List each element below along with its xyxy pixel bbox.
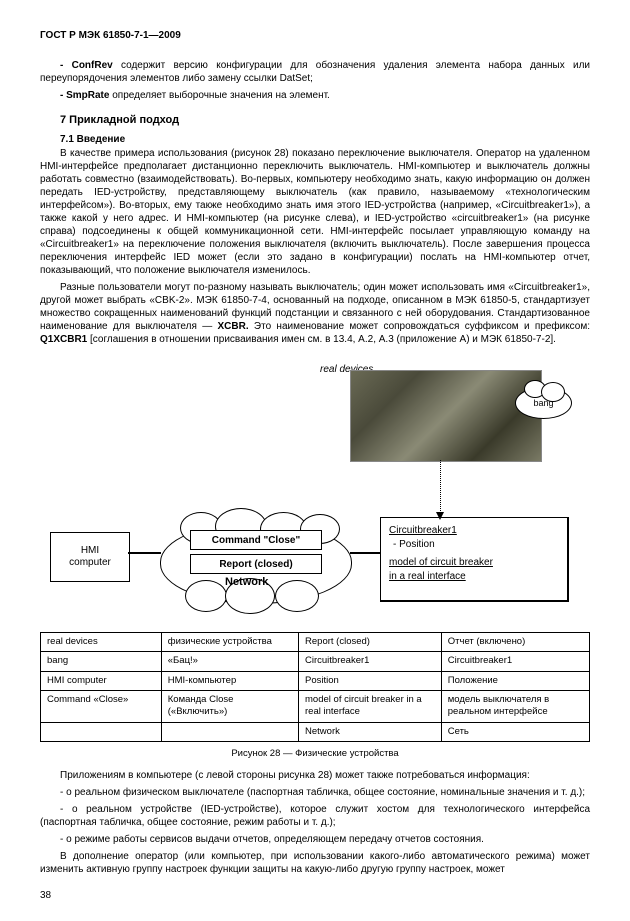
cell: bang (41, 652, 162, 671)
cell: физические устройства (161, 633, 298, 652)
section-7-1-title: 7.1 Введение (60, 134, 590, 145)
report-closed-box: Report (closed) (190, 554, 322, 574)
cell: Report (closed) (299, 633, 442, 652)
cell: «Бац!» (161, 652, 298, 671)
bang-text: bang (533, 398, 553, 408)
table-row: Command «Close» Команда Close («Включить… (41, 691, 590, 723)
after-para-4: - о режиме работы сервисов выдачи отчето… (40, 833, 590, 846)
hmi-text: HMI computer (69, 545, 111, 569)
document-header: ГОСТ Р МЭК 61850-7-1—2009 (40, 30, 590, 41)
cell: Command «Close» (41, 691, 162, 723)
cell: Circuitbreaker1 (299, 652, 442, 671)
line-cloud-model (350, 552, 380, 554)
q1xcbr1-bold: Q1XCBR1 (40, 334, 87, 345)
line-hmi-cloud (128, 552, 161, 554)
cell: model of circuit breaker in a real inter… (299, 691, 442, 723)
cb-model-line2: in a real interface (389, 570, 559, 584)
para2c: [соглашения в отношении присваивания име… (87, 334, 556, 345)
network-cloud: Command "Close" Report (closed) Network (160, 522, 350, 602)
bullet-confrev: - ConfRev содержит версию конфигурации д… (40, 59, 590, 85)
bang-cloud: bang (515, 387, 572, 419)
figure-caption: Рисунок 28 — Физические устройства (40, 748, 590, 759)
dotted-arrow-1 (440, 460, 442, 515)
substation-photo (350, 370, 542, 462)
after-para-1: Приложениям в компьютере (с левой сторон… (40, 769, 590, 782)
cell: real devices (41, 633, 162, 652)
xcbr-bold: XCBR. (218, 321, 249, 332)
paragraph-1: В качестве примера использования (рисуно… (40, 147, 590, 277)
bullet-smprate: - SmpRate определяет выборочные значения… (40, 89, 590, 102)
cell: Положение (441, 671, 589, 690)
table-row: HMI computer HMI-компьютер Position Поло… (41, 671, 590, 690)
cell: Сеть (441, 722, 589, 741)
hmi-computer-box: HMI computer (50, 532, 130, 582)
cell: Команда Close («Включить») (161, 691, 298, 723)
para2b: Это наименование может сопровождаться су… (249, 321, 590, 332)
smprate-text: определяет выборочные значения на элемен… (109, 90, 329, 101)
cb-model-line1: model of circuit breaker (389, 556, 559, 570)
table-row: bang «Бац!» Circuitbreaker1 Circuitbreak… (41, 652, 590, 671)
after-para-5: В дополнение оператор (или компьютер, пр… (40, 850, 590, 876)
smprate-label: - SmpRate (60, 90, 109, 101)
confrev-label: - ConfRev (60, 60, 113, 71)
after-para-2: - о реальном физическом выключателе (пас… (40, 786, 590, 799)
table-row: real devices физические устройства Repor… (41, 633, 590, 652)
section-7-title: 7 Прикладной подход (60, 114, 590, 126)
circuitbreaker-model-box: Circuitbreaker1 - Position model of circ… (380, 517, 569, 602)
cell: Отчет (включено) (441, 633, 589, 652)
paragraph-2: Разные пользователи могут по-разному наз… (40, 281, 590, 346)
cb-position: - Position (393, 538, 559, 552)
cell: Circuitbreaker1 (441, 652, 589, 671)
cell: HMI computer (41, 671, 162, 690)
confrev-text: содержит версию конфигурации для обознач… (40, 60, 590, 84)
cell (41, 722, 162, 741)
translation-table: real devices физические устройства Repor… (40, 632, 590, 742)
cell: Network (299, 722, 442, 741)
table-row: Network Сеть (41, 722, 590, 741)
cell (161, 722, 298, 741)
command-close-box: Command "Close" (190, 530, 322, 550)
after-para-3: - о реальном устройстве (IED-устройстве)… (40, 803, 590, 829)
network-label: Network (225, 576, 268, 588)
figure-28-diagram: real devices bang HMI computer Command "… (40, 362, 590, 622)
cell: Position (299, 671, 442, 690)
cell: HMI-компьютер (161, 671, 298, 690)
cell: модель выключателя в реальном интерфейсе (441, 691, 589, 723)
page-number: 38 (40, 890, 590, 901)
cb-title: Circuitbreaker1 (389, 524, 559, 538)
